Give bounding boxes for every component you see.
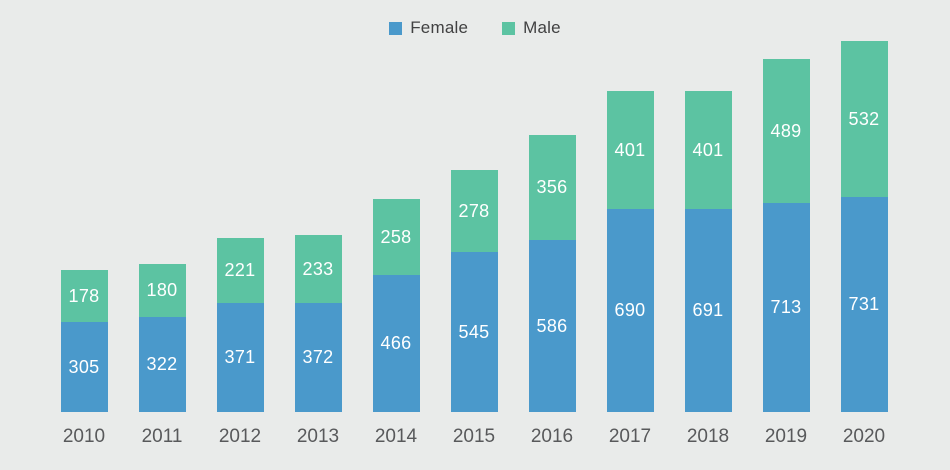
female-value-label: 586 <box>536 315 568 336</box>
female-series-swatch-icon <box>389 21 403 35</box>
bar-segment-female[interactable]: 731 <box>840 197 888 412</box>
legend-item-male[interactable]: Male <box>502 18 561 38</box>
legend-label-female: Female <box>410 18 469 37</box>
bar-segment-male[interactable]: 356 <box>528 135 576 240</box>
female-value-label: 713 <box>770 297 802 317</box>
plot-area: 178 305 180 322 221 371 233 372 258 466 278 545 356 5… <box>45 0 903 412</box>
male-value-label: 221 <box>224 260 256 280</box>
bar-segment-female[interactable]: 371 <box>216 303 264 412</box>
female-value-label: 731 <box>848 294 880 314</box>
female-value-label: 691 <box>692 300 724 320</box>
bar-segment-female[interactable]: 690 <box>606 209 654 412</box>
x-axis-tick-2011: 2011 <box>141 426 183 447</box>
stacked-bar-2016: 356 586 <box>528 135 576 412</box>
x-axis: 2010 2011 2012 2013 2014 2015 2016 2017 2018 2019… <box>45 426 903 448</box>
bar-column: 180 322 <box>123 264 201 412</box>
x-axis-tick-2019: 2019 <box>764 426 808 447</box>
bar-segment-male[interactable]: 233 <box>294 235 342 303</box>
male-series-swatch-icon <box>502 21 516 35</box>
bar-segment-male[interactable]: 489 <box>762 59 810 203</box>
female-value-label: 545 <box>458 321 490 342</box>
stacked-bar-2014: 258 466 <box>372 199 420 412</box>
stacked-bar-2018: 401 691 <box>684 91 732 412</box>
stacked-bar-2020: 532 731 <box>840 41 888 412</box>
bar-segment-male[interactable]: 532 <box>840 41 888 197</box>
x-axis-tick-2020: 2020 <box>842 426 886 447</box>
bar-column: 356 586 <box>513 135 591 412</box>
bar-segment-male[interactable]: 401 <box>606 91 654 209</box>
male-value-label: 233 <box>302 258 334 279</box>
female-value-label: 690 <box>614 300 646 320</box>
bar-column: 401 691 <box>669 91 747 412</box>
female-value-label: 322 <box>146 354 178 374</box>
bar-segment-male[interactable]: 178 <box>60 270 108 322</box>
x-axis-tick-2018: 2018 <box>686 426 730 447</box>
bar-segment-female[interactable]: 466 <box>372 275 420 412</box>
bar-segment-female[interactable]: 713 <box>762 203 810 412</box>
legend-item-female[interactable]: Female <box>389 18 468 38</box>
bar-column: 401 690 <box>591 91 669 412</box>
x-axis-tick-2015: 2015 <box>452 426 496 447</box>
male-value-label: 278 <box>458 200 490 221</box>
bar-column: 489 713 <box>747 59 825 412</box>
x-axis-tick-2016: 2016 <box>530 426 574 447</box>
stacked-bar-2015: 278 545 <box>450 170 498 412</box>
female-value-label: 305 <box>68 356 100 377</box>
bar-segment-female[interactable]: 586 <box>528 240 576 412</box>
x-axis-tick-2010: 2010 <box>62 426 106 447</box>
bar-segment-female[interactable]: 691 <box>684 209 732 412</box>
stacked-bar-2011: 180 322 <box>138 264 186 412</box>
bar-segment-male[interactable]: 401 <box>684 91 732 209</box>
male-value-label: 532 <box>848 108 880 129</box>
bar-column: 233 372 <box>279 235 357 412</box>
bar-segment-male[interactable]: 180 <box>138 264 186 317</box>
bar-segment-male[interactable]: 221 <box>216 238 264 303</box>
bar-column: 221 371 <box>201 238 279 412</box>
legend-label-male: Male <box>523 18 561 37</box>
bar-segment-female[interactable]: 372 <box>294 303 342 412</box>
x-axis-tick-2014: 2014 <box>374 426 418 447</box>
male-value-label: 401 <box>614 139 646 160</box>
male-value-label: 258 <box>380 226 412 247</box>
legend: Female Male <box>0 18 950 38</box>
x-axis-tick-2012: 2012 <box>218 426 262 447</box>
male-value-label: 401 <box>692 139 724 160</box>
bar-segment-male[interactable]: 258 <box>372 199 420 275</box>
bar-column: 532 731 <box>825 41 903 412</box>
bar-segment-male[interactable]: 278 <box>450 170 498 252</box>
x-axis-tick-2017: 2017 <box>608 426 652 447</box>
female-value-label: 466 <box>380 333 412 353</box>
male-value-label: 489 <box>770 120 802 141</box>
stacked-bar-2017: 401 690 <box>606 91 654 412</box>
male-value-label: 178 <box>68 285 100 306</box>
female-value-label: 371 <box>224 347 256 367</box>
bar-segment-female[interactable]: 305 <box>60 322 108 412</box>
bar-segment-female[interactable]: 545 <box>450 252 498 412</box>
stacked-bar-2012: 221 371 <box>216 238 264 412</box>
stacked-bar-2019: 489 713 <box>762 59 810 412</box>
stacked-bar-2010: 178 305 <box>60 270 108 412</box>
female-value-label: 372 <box>302 347 334 367</box>
male-value-label: 356 <box>536 177 568 197</box>
male-value-label: 180 <box>146 280 178 300</box>
bar-column: 258 466 <box>357 199 435 412</box>
bar-column: 178 305 <box>45 270 123 412</box>
x-axis-tick-2013: 2013 <box>296 426 340 447</box>
bar-column: 278 545 <box>435 170 513 412</box>
bar-segment-female[interactable]: 322 <box>138 317 186 412</box>
stacked-bar-2013: 233 372 <box>294 235 342 412</box>
